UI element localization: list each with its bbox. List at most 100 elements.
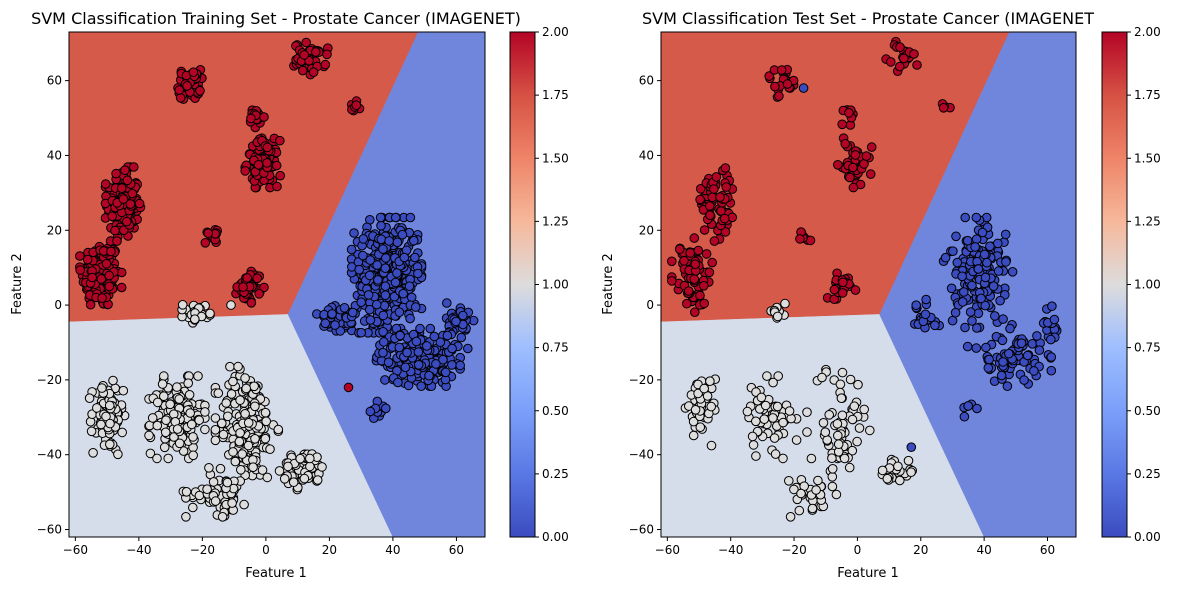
scatter-point — [152, 453, 162, 464]
y-tick-label: 0 — [54, 298, 62, 312]
colorbar-tick-label: 0.75 — [1134, 341, 1161, 355]
scatter-point — [225, 361, 235, 372]
scatter-point — [218, 429, 229, 440]
scatter-point — [693, 245, 704, 256]
scatter-point — [854, 423, 865, 433]
scatter-point — [177, 300, 188, 310]
scatter-point — [253, 160, 264, 170]
scatter-point — [101, 411, 111, 422]
scatter-point — [1034, 345, 1045, 356]
scatter-point — [100, 179, 111, 189]
scatter-point — [228, 447, 238, 457]
scatter-point — [217, 418, 227, 429]
scatter-point — [409, 235, 419, 246]
scatter-point — [458, 310, 468, 321]
scatter-point — [346, 244, 357, 255]
scatter-point — [181, 512, 191, 522]
scatter-point — [97, 383, 107, 393]
scatter-point — [422, 341, 432, 351]
scatter-point — [759, 414, 770, 425]
scatter-point — [394, 307, 405, 318]
scatter-point — [116, 267, 127, 278]
scatter-point — [820, 427, 831, 438]
scatter-point — [429, 331, 440, 342]
scatter-point — [105, 439, 115, 450]
x-tick-label: −60 — [655, 543, 680, 557]
colorbar-tick-label: 2.00 — [542, 25, 569, 39]
scatter-point — [381, 403, 391, 414]
scatter-point — [243, 418, 254, 428]
scatter-point — [977, 227, 988, 238]
scatter-point — [822, 435, 833, 445]
scatter-point — [440, 367, 451, 378]
training-chart: SVM Classification Training Set - Prosta… — [10, 9, 569, 581]
scatter-point — [845, 172, 855, 183]
scatter-point — [756, 392, 767, 403]
scatter-point — [358, 250, 368, 261]
scatter-point — [1000, 229, 1011, 240]
scatter-point — [279, 474, 290, 484]
scatter-point — [175, 93, 186, 103]
scatter-point — [865, 425, 875, 436]
scatter-point — [165, 399, 175, 410]
scatter-point — [985, 241, 995, 252]
scatter-point — [748, 440, 759, 450]
scatter-point — [979, 249, 990, 260]
scatter-point — [463, 343, 473, 354]
scatter-point — [770, 449, 781, 459]
scatter-point — [690, 307, 700, 318]
scatter-point — [392, 237, 403, 248]
scatter-point — [720, 163, 731, 173]
y-tick-label: −40 — [629, 448, 654, 462]
scatter-point — [246, 298, 257, 308]
scatter-point — [305, 461, 315, 472]
scatter-point — [709, 236, 720, 246]
scatter-point — [327, 309, 337, 319]
scatter-point — [1004, 348, 1014, 359]
scatter-point — [113, 449, 123, 460]
scatter-point — [358, 234, 369, 244]
scatter-point — [159, 442, 170, 453]
scatter-point — [837, 119, 848, 130]
scatter-point — [982, 257, 992, 268]
scatter-point — [205, 308, 215, 319]
scatter-point — [952, 257, 963, 268]
scatter-point — [837, 288, 848, 298]
scatter-point — [97, 293, 107, 303]
scatter-point — [195, 86, 205, 96]
chart-title: SVM Classification Training Set - Prosta… — [31, 9, 521, 28]
scatter-point — [84, 393, 95, 404]
scatter-point — [248, 462, 258, 473]
scatter-point — [110, 225, 120, 236]
scatter-point — [223, 411, 233, 422]
scatter-point — [972, 403, 982, 414]
scatter-point — [378, 310, 389, 321]
scatter-point — [257, 465, 268, 475]
scatter-point — [234, 436, 245, 447]
scatter-point — [973, 308, 984, 319]
scatter-point — [683, 286, 694, 296]
scatter-point — [118, 385, 129, 396]
scatter-point — [240, 409, 250, 419]
scatter-point — [960, 212, 971, 223]
scatter-point — [202, 484, 212, 495]
scatter-point — [152, 420, 163, 431]
scatter-point — [424, 370, 434, 381]
scatter-point — [395, 330, 405, 341]
scatter-point — [679, 256, 689, 266]
chart-title: SVM Classification Test Set - Prostate C… — [642, 9, 1094, 28]
scatter-point — [720, 227, 731, 237]
scatter-point — [301, 37, 312, 48]
scatter-point — [104, 400, 115, 411]
scatter-point — [174, 394, 184, 404]
y-tick-label: −60 — [37, 523, 62, 537]
scatter-point — [699, 298, 710, 309]
scatter-point — [188, 502, 198, 513]
scatter-point — [410, 252, 420, 263]
scatter-point — [75, 265, 85, 275]
scatter-point — [330, 320, 340, 330]
scatter-point — [364, 270, 375, 281]
scatter-point — [210, 496, 221, 506]
plot-area — [660, 31, 1077, 538]
decision-regions — [661, 32, 1076, 537]
